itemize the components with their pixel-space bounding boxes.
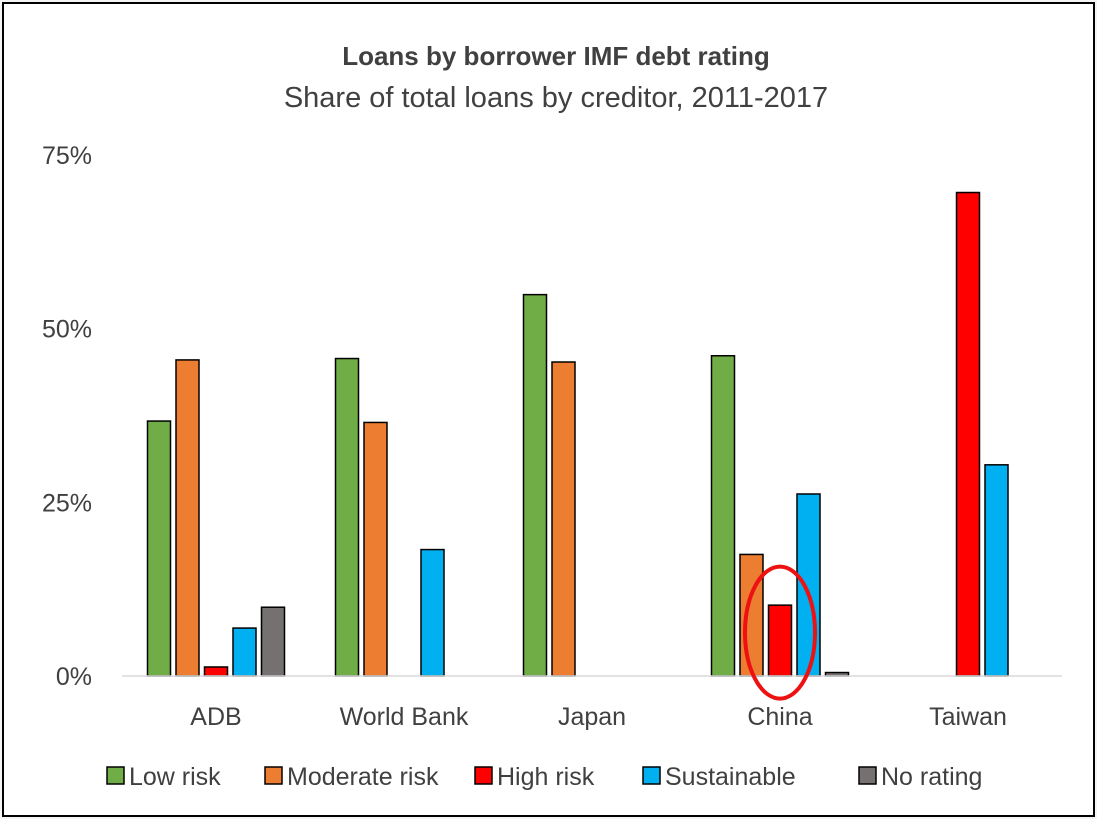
bar-world-bank-low-risk [334, 357, 360, 677]
legend-swatch-moderate-risk [264, 766, 283, 785]
legend-swatch-high-risk [474, 766, 493, 785]
bar-china-high-risk [767, 604, 793, 677]
y-tick-label: 25% [42, 489, 92, 517]
legend-swatch-sustainable [642, 766, 661, 785]
x-tick-label-world-bank: World Bank [340, 703, 469, 731]
legend-label-high-risk: High risk [497, 763, 595, 791]
legend-label-low-risk: Low risk [129, 763, 221, 791]
legend-swatch-no-rating [858, 766, 877, 785]
y-axis-ticks: 0% 25% 50% 75% [42, 142, 92, 691]
y-tick-label: 75% [42, 142, 92, 170]
legend-label-moderate-risk: Moderate risk [287, 763, 439, 791]
bar-world-bank-sustainable [420, 548, 445, 677]
x-tick-label-japan: Japan [558, 703, 626, 731]
legend-label-sustainable: Sustainable [665, 763, 796, 791]
x-tick-label-china: China [747, 703, 812, 731]
highlight-ellipse [743, 564, 817, 701]
bar-japan-moderate-risk [551, 361, 576, 677]
legend-label-no-rating: No rating [881, 763, 982, 791]
bar-china-moderate-risk [739, 553, 764, 677]
x-tick-label-adb: ADB [190, 703, 241, 731]
y-tick-label: 50% [42, 316, 92, 344]
chart-title: Loans by borrower IMF debt rating [342, 41, 770, 71]
y-tick-label: 0% [56, 663, 92, 691]
legend-swatch-low-risk [106, 766, 125, 785]
legend: Low risk Moderate risk High risk Sustainabl… [106, 763, 982, 791]
chart-subtitle: Share of total loans by creditor, 2011-2… [284, 82, 828, 114]
bar-taiwan-high-risk [955, 191, 981, 677]
bar-adb-high-risk [203, 666, 229, 677]
bar-adb-no-rating [260, 606, 286, 677]
bar-taiwan-sustainable [984, 464, 1009, 677]
bar-world-bank-moderate-risk [363, 421, 388, 677]
bar-adb-sustainable [232, 627, 257, 677]
bar-china-sustainable [796, 493, 821, 677]
bar-china-low-risk [710, 355, 736, 677]
bar-japan-low-risk [522, 293, 548, 677]
annotations [743, 564, 817, 701]
bars [146, 191, 1009, 677]
bar-adb-low-risk [146, 420, 172, 677]
bar-adb-moderate-risk [175, 359, 200, 677]
x-axis-labels: ADB World Bank Japan China Taiwan [190, 703, 1007, 731]
x-tick-label-taiwan: Taiwan [929, 703, 1007, 731]
